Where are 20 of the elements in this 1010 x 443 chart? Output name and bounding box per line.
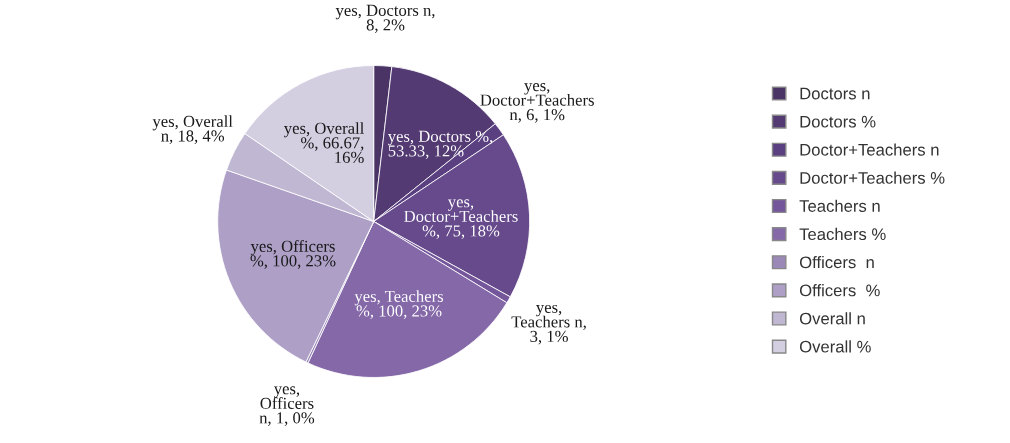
legend-label: Overall % [799, 340, 871, 353]
legend-label: Officers n [799, 255, 874, 269]
legend-label: Teachers n [799, 199, 880, 212]
data-label: yes, Teachers n, 3, 1% [511, 304, 586, 345]
data-label: yes, Overall n, 18, 4% [152, 115, 233, 144]
legend-label: Teachers % [799, 227, 886, 241]
legend-label: Officers % [799, 284, 880, 297]
data-label: yes, Doctor+Teachers %, 75, 18% [404, 199, 518, 239]
data-label: yes, Overall %, 66.67, 16% [284, 122, 364, 164]
legend-label: Overall n [799, 312, 865, 325]
legend-label: Doctors % [800, 115, 876, 128]
data-label: yes, Doctors %, 53.33, 12% [387, 130, 493, 159]
legend-label: Doctors n [800, 87, 870, 100]
data-label: yes, Officers n, 1, 0% [259, 386, 315, 426]
data-label: yes, Officers %, 100, 23% [250, 239, 336, 269]
data-label: yes, Doctor+Teachers n, 6, 1% [480, 83, 594, 123]
legend-label: Doctor+Teachers n [800, 143, 939, 156]
legend-label: Doctor+Teachers % [800, 171, 945, 184]
data-label: yes, Doctors n, 8, 2% [335, 4, 435, 33]
data-label: yes, Teachers %, 100, 23% [354, 290, 444, 319]
